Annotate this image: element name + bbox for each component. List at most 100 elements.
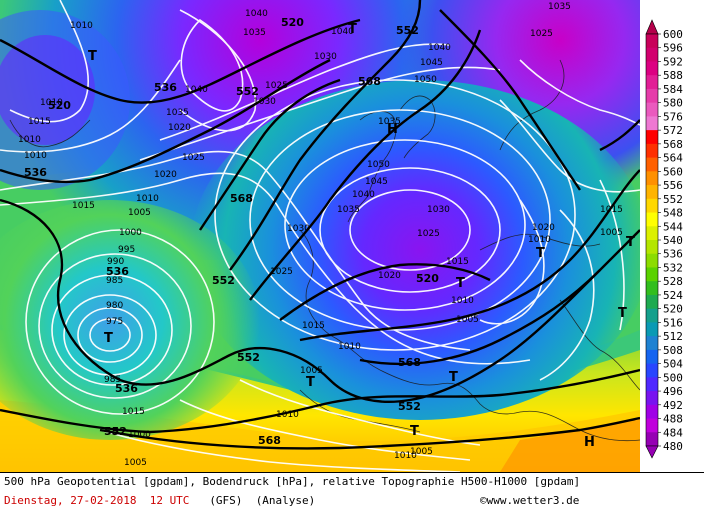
legend-swatch	[646, 391, 658, 406]
legend-swatch	[646, 336, 658, 351]
pressure-label: 1015	[446, 257, 469, 267]
pressure-label: 1050	[367, 160, 390, 170]
pressure-label: 990	[107, 257, 124, 267]
legend-swatch	[646, 75, 658, 90]
legend-tick-label: 588	[663, 69, 683, 82]
pressure-label: 1020	[168, 123, 191, 133]
pressure-label: 995	[118, 245, 135, 255]
pressure-label: 1035	[337, 205, 360, 215]
pressure-label: 1010	[528, 235, 551, 245]
legend-swatch	[646, 34, 658, 49]
pressure-label: 1010	[451, 296, 474, 306]
pressure-label: 1050	[414, 75, 437, 85]
legend-tick-label: 532	[663, 261, 683, 274]
geopotential-label: 568	[398, 356, 421, 369]
pressure-label: 1005	[456, 315, 479, 325]
legend-tick-label: 596	[663, 42, 683, 55]
pressure-label: 1005	[600, 228, 623, 238]
low-center-marker: T	[88, 49, 97, 64]
pressure-label: 1025	[265, 81, 288, 91]
geopotential-label: 536	[154, 81, 177, 94]
pressure-label: 1010	[394, 451, 417, 461]
low-center-marker: T	[410, 424, 419, 439]
copyright-link[interactable]: ©www.wetter3.de	[480, 494, 580, 507]
legend-tick-label: 580	[663, 97, 683, 110]
legend-arrow-bottom	[645, 445, 659, 459]
legend-tick-label: 548	[663, 207, 683, 220]
legend-swatch	[646, 432, 658, 447]
pressure-label: 1000	[128, 430, 151, 440]
legend-swatch	[646, 198, 658, 214]
legend-tick-label: 556	[663, 179, 683, 192]
weather-map: 1010 1010 1040 1035 1010 1040 1035 1030 …	[0, 0, 640, 472]
pressure-label: 1030	[287, 224, 310, 234]
pressure-label: 1045	[365, 177, 388, 187]
legend-tick-label: 504	[663, 358, 683, 371]
pressure-label: 1025	[530, 29, 553, 39]
legend-swatch	[646, 363, 658, 378]
legend-arrow-top	[645, 19, 659, 35]
legend-swatch	[646, 294, 658, 310]
pressure-label: 1040	[352, 190, 375, 200]
low-center-marker: T	[104, 331, 113, 346]
legend-swatch	[646, 212, 658, 227]
legend-tick-label: 572	[663, 124, 683, 137]
legend-swatch	[646, 157, 658, 172]
valid-date: Dienstag, 27-02-2018 12 UTC	[4, 494, 190, 507]
legend-swatch	[646, 185, 658, 200]
pressure-label: 1005	[128, 208, 151, 218]
legend-tick-label: 508	[663, 344, 683, 357]
geopotential-label: 552	[236, 85, 259, 98]
geopotential-label: 536	[115, 382, 138, 395]
geopotential-label: 520	[281, 16, 304, 29]
pressure-label: 975	[106, 317, 123, 327]
pressure-label: 1015	[122, 407, 145, 417]
geopotential-label: 552	[104, 425, 127, 438]
geopotential-labels: 552 520 568 536 520 552 568 520 536 552 …	[24, 16, 439, 447]
legend-swatch	[646, 404, 658, 420]
geopotential-label: 536	[106, 265, 129, 278]
pressure-label: 1025	[417, 229, 440, 239]
geopotential-label: 568	[258, 434, 281, 447]
pressure-label: 1010	[136, 194, 159, 204]
legend-tick-label: 584	[663, 83, 683, 96]
legend-tick-label: 480	[663, 440, 683, 453]
pressure-label: 1015	[28, 117, 51, 127]
legend-tick-label: 544	[663, 220, 683, 233]
legend-swatch	[646, 308, 658, 323]
pressure-label: 1025	[270, 267, 293, 277]
geopotential-label: 520	[48, 99, 71, 112]
pressure-label: 1015	[302, 321, 325, 331]
pressure-label: 1010	[338, 342, 361, 352]
legend-swatch	[646, 349, 658, 365]
pressure-label: 1020	[154, 170, 177, 180]
legend-tick-label: 484	[663, 426, 683, 439]
legend-tick-label: 600	[663, 28, 683, 41]
map-caption: 500 hPa Geopotential [gpdam], Bodendruck…	[0, 472, 704, 513]
legend-tick-label: 564	[663, 152, 683, 165]
pressure-label: 1010	[18, 135, 41, 145]
legend-swatch	[646, 377, 658, 392]
geopotential-label: 568	[358, 75, 381, 88]
pressure-label: 1040	[331, 27, 354, 37]
legend-swatch	[646, 226, 658, 241]
legend-tick-label: 512	[663, 330, 683, 343]
pressure-label: 1045	[420, 58, 443, 68]
pressure-label: 1030	[253, 97, 276, 107]
pressure-centers: T T T T H T T T T T T H	[88, 22, 635, 450]
low-center-marker: T	[536, 246, 545, 261]
legend-tick-label: 560	[663, 165, 683, 178]
pressure-label: 1010	[276, 410, 299, 420]
pressure-label: 1010	[40, 98, 63, 108]
geopotential-label: 536	[24, 166, 47, 179]
low-center-marker: T	[618, 306, 627, 321]
pressure-label: 1035	[378, 117, 401, 127]
pressure-label: 1030	[314, 52, 337, 62]
geopotential-label-552-south: 552	[398, 400, 421, 413]
legend-tick-label: 552	[663, 193, 683, 206]
geopotential-label: 552	[237, 351, 260, 364]
high-center-marker: H	[387, 122, 398, 137]
legend-swatch	[646, 47, 658, 62]
legend-swatch	[646, 418, 658, 433]
caption-description: 500 hPa Geopotential [gpdam], Bodendruck…	[4, 475, 581, 488]
